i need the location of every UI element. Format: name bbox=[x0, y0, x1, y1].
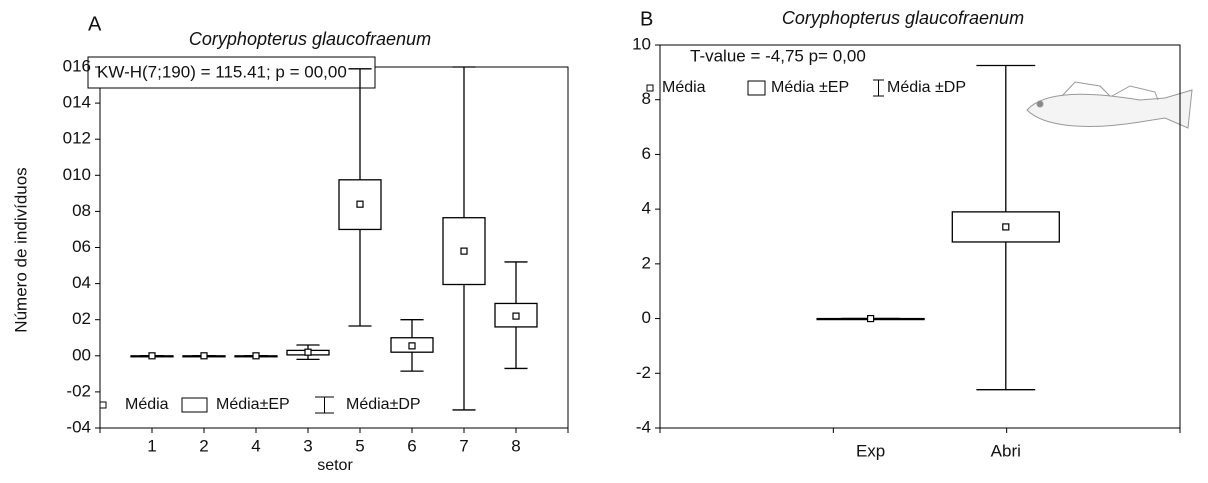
y-tick-label: -2 bbox=[636, 363, 651, 382]
x-tick-label: 6 bbox=[407, 436, 416, 455]
x-tick-label: 3 bbox=[303, 436, 312, 455]
y-tick-label: 012 bbox=[63, 129, 91, 148]
legend-label: Média±EP bbox=[216, 396, 290, 413]
mean-point bbox=[460, 247, 468, 255]
mean-point bbox=[304, 348, 312, 356]
y-tick-label: 016 bbox=[63, 56, 91, 75]
legend-symbol-whisker bbox=[315, 396, 334, 414]
mean-point bbox=[512, 312, 520, 320]
y-tick-label: 00 bbox=[72, 345, 91, 364]
y-tick-label: 0 bbox=[642, 308, 651, 327]
plot-frame bbox=[99, 66, 569, 429]
chart-title: Coryphopterus glaucofraenum bbox=[782, 8, 1024, 28]
x-tick-label: 4 bbox=[251, 436, 260, 455]
y-tick-label: 02 bbox=[72, 309, 91, 328]
legend-symbol-mean bbox=[646, 84, 654, 92]
legend-symbol-whisker bbox=[873, 79, 884, 97]
y-tick-label: -04 bbox=[66, 417, 91, 436]
annotation-box bbox=[87, 56, 376, 89]
y-tick-label: 8 bbox=[642, 89, 651, 108]
y-tick-label: 4 bbox=[642, 199, 651, 218]
y-tick-label: 06 bbox=[72, 237, 91, 256]
plot-frame bbox=[659, 44, 1181, 429]
mean-point bbox=[408, 342, 416, 350]
x-tick-label: 7 bbox=[459, 436, 468, 455]
legend-label: Média bbox=[662, 79, 706, 96]
panel-label: B bbox=[640, 8, 653, 30]
y-tick-label: -4 bbox=[636, 417, 651, 436]
mean-point bbox=[356, 200, 364, 208]
legend-label: Média ±DP bbox=[887, 79, 966, 96]
y-tick-label: 10 bbox=[632, 34, 651, 53]
mean-point bbox=[252, 352, 260, 360]
y-tick-label: 010 bbox=[63, 165, 91, 184]
x-tick-label: 5 bbox=[355, 436, 364, 455]
legend-label: Média±DP bbox=[346, 396, 421, 413]
legend-symbol-mean bbox=[99, 401, 107, 409]
y-tick-label: 08 bbox=[72, 201, 91, 220]
x-axis-label: setor bbox=[317, 457, 353, 474]
legend-label: Média bbox=[125, 396, 169, 413]
y-tick-label: 014 bbox=[63, 93, 91, 112]
mean-point bbox=[866, 314, 875, 323]
panel: A Coryphopterus glaucofraenum KW-H(7;190) … bbox=[11, 13, 569, 474]
y-tick-label: 6 bbox=[642, 144, 651, 163]
y-tick-label: -02 bbox=[66, 381, 91, 400]
panel-label: A bbox=[88, 13, 102, 35]
y-tick-label: 2 bbox=[642, 253, 651, 272]
y-tick-label: 04 bbox=[72, 273, 91, 292]
mean-point bbox=[148, 352, 156, 360]
panel: B Coryphopterus glaucofraenum T-value = -4… bbox=[632, 8, 1181, 460]
mean-point bbox=[1002, 223, 1010, 231]
x-tick-label: Abri bbox=[991, 441, 1021, 460]
x-tick-label: 1 bbox=[147, 436, 156, 455]
x-tick-label: 2 bbox=[199, 436, 208, 455]
chart-title: Coryphopterus glaucofraenum bbox=[189, 29, 431, 49]
annotation: KW-H(7;190) = 115.41; p = 00,00 bbox=[97, 62, 347, 81]
mean-point bbox=[200, 352, 208, 360]
annotation: T-value = -4,75 p= 0,00 bbox=[690, 46, 866, 65]
x-tick-label: Exp bbox=[856, 441, 885, 460]
legend-symbol-box bbox=[747, 80, 766, 96]
x-tick-label: 8 bbox=[511, 436, 520, 455]
fish-illustration bbox=[1026, 81, 1193, 129]
y-axis-label: Número de indivíduos bbox=[11, 167, 30, 332]
legend-label: Média ±EP bbox=[771, 79, 849, 96]
legend-symbol-box bbox=[181, 397, 208, 413]
